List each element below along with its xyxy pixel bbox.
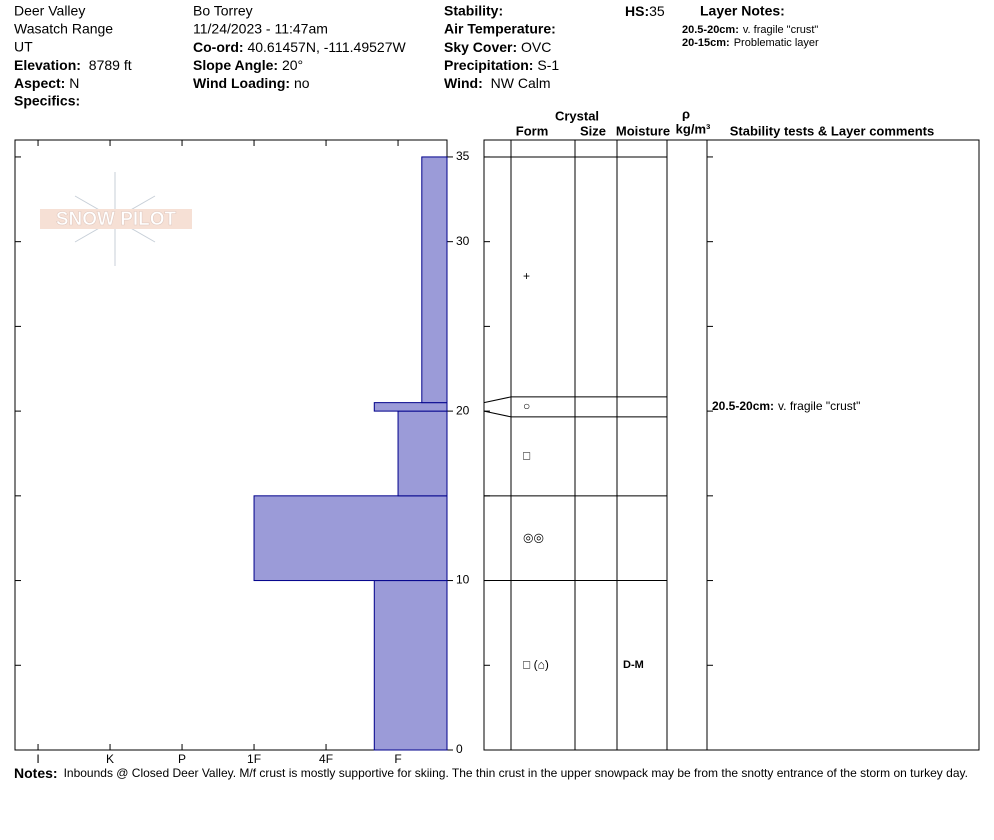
specifics: Specifics: bbox=[14, 93, 80, 109]
logo-text: SNOW PILOT bbox=[56, 209, 177, 230]
aspect: Aspect: N bbox=[14, 75, 79, 91]
value: 20° bbox=[282, 57, 303, 73]
header-form: Form bbox=[516, 123, 549, 138]
layer-notes-label: Layer Notes: bbox=[700, 3, 785, 19]
grain-form: □ bbox=[523, 449, 530, 463]
header-rho: ρ bbox=[682, 106, 690, 121]
value: NW Calm bbox=[491, 75, 551, 91]
coord: Co-ord: 40.61457N, -111.49527W bbox=[193, 39, 406, 55]
header-density: kg/m³ bbox=[676, 121, 711, 136]
hardness-bar bbox=[373, 402, 448, 412]
value: no bbox=[294, 75, 310, 91]
notes: Notes: Inbounds @ Closed Deer Valley. M/f… bbox=[14, 765, 968, 781]
hs: HS:35 bbox=[625, 3, 665, 19]
slope: Slope Angle: 20° bbox=[193, 57, 303, 73]
layer-comment: 20.5-20cm: v. fragile "crust" bbox=[712, 399, 860, 413]
air-temp: Air Temperature: bbox=[444, 21, 556, 37]
layer-boundary bbox=[483, 410, 667, 418]
hardness-bar bbox=[421, 156, 448, 404]
range: Wasatch Range bbox=[14, 21, 113, 37]
value: S-1 bbox=[537, 57, 559, 73]
wind: Wind: NW Calm bbox=[444, 75, 551, 91]
grain-form: ◎◎ bbox=[523, 530, 544, 544]
grain-form: + bbox=[523, 269, 530, 283]
layer-note-text: v. fragile "crust" bbox=[743, 24, 819, 36]
x-tick-label: K bbox=[106, 752, 114, 766]
value: 8789 ft bbox=[89, 57, 132, 73]
x-tick-label: F bbox=[394, 752, 401, 766]
logo: SNOW PILOT bbox=[40, 172, 192, 266]
wind-loading: Wind Loading: no bbox=[193, 75, 310, 91]
elevation: Elevation: 8789 ft bbox=[14, 57, 132, 73]
layer-note: 20.5-20cm: v. fragile "crust" bbox=[682, 24, 818, 36]
header-moisture: Moisture bbox=[616, 123, 670, 138]
y-tick-label: 30 bbox=[456, 234, 470, 248]
hardness-bar bbox=[373, 580, 448, 751]
label: Slope Angle: bbox=[193, 57, 278, 73]
value: 35 bbox=[649, 3, 665, 19]
sky: Sky Cover: OVC bbox=[444, 39, 551, 55]
comment-range: 20.5-20cm: bbox=[712, 399, 774, 413]
layer-note-range: 20-15cm: bbox=[682, 37, 730, 49]
label: Aspect: bbox=[14, 75, 65, 91]
hardness-bar bbox=[253, 495, 448, 582]
logo-band bbox=[40, 209, 192, 229]
hardness-bar bbox=[397, 410, 448, 497]
label: Elevation: bbox=[14, 57, 81, 73]
label: Co-ord: bbox=[193, 39, 244, 55]
label: Precipitation: bbox=[444, 57, 533, 73]
label: Notes: bbox=[14, 765, 58, 781]
x-tick-label: P bbox=[178, 752, 186, 766]
precip: Precipitation: S-1 bbox=[444, 57, 559, 73]
value: 40.61457N, -111.49527W bbox=[247, 39, 406, 55]
y-tick-label: 35 bbox=[456, 149, 470, 163]
header-comments: Stability tests & Layer comments bbox=[730, 123, 934, 138]
x-tick-label: 1F bbox=[247, 752, 261, 766]
layer-boundary bbox=[483, 396, 667, 404]
layer-note-range: 20.5-20cm: bbox=[682, 24, 739, 36]
datetime: 11/24/2023 - 11:47am bbox=[193, 21, 328, 37]
x-tick-label: 4F bbox=[319, 752, 333, 766]
label: Wind: bbox=[444, 75, 483, 91]
grain-form: □ (⌂) bbox=[523, 657, 549, 671]
stability: Stability: bbox=[444, 3, 503, 19]
label: HS: bbox=[625, 3, 649, 19]
label: Sky Cover: bbox=[444, 39, 517, 55]
layer-note-text: Problematic layer bbox=[734, 37, 819, 49]
header-crystal: Crystal bbox=[555, 108, 599, 123]
header-size: Size bbox=[580, 123, 606, 138]
comment-text: v. fragile "crust" bbox=[778, 399, 860, 413]
y-tick-label: 20 bbox=[456, 403, 470, 417]
value: OVC bbox=[521, 39, 551, 55]
label: Wind Loading: bbox=[193, 75, 290, 91]
moisture: D-M bbox=[623, 659, 644, 671]
state: UT bbox=[14, 39, 33, 55]
observer: Bo Torrey bbox=[193, 3, 253, 19]
y-tick-label: 0 bbox=[456, 742, 463, 756]
table-frame bbox=[483, 139, 980, 751]
value: N bbox=[69, 75, 79, 91]
y-tick-label: 10 bbox=[456, 573, 470, 587]
layer-note: 20-15cm: Problematic layer bbox=[682, 37, 819, 49]
location: Deer Valley bbox=[14, 3, 85, 19]
grain-form: ○ bbox=[523, 399, 530, 413]
x-tick-label: I bbox=[36, 752, 39, 766]
value: Inbounds @ Closed Deer Valley. M/f crust… bbox=[64, 766, 968, 780]
